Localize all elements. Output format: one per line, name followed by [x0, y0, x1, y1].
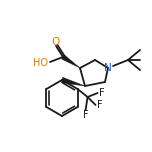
Text: F: F: [83, 110, 88, 120]
Polygon shape: [62, 55, 80, 68]
Text: N: N: [104, 63, 112, 73]
Text: F: F: [99, 88, 104, 98]
Text: F: F: [97, 100, 102, 110]
Polygon shape: [61, 77, 85, 86]
Text: HO: HO: [33, 58, 48, 68]
Text: O: O: [52, 37, 60, 47]
